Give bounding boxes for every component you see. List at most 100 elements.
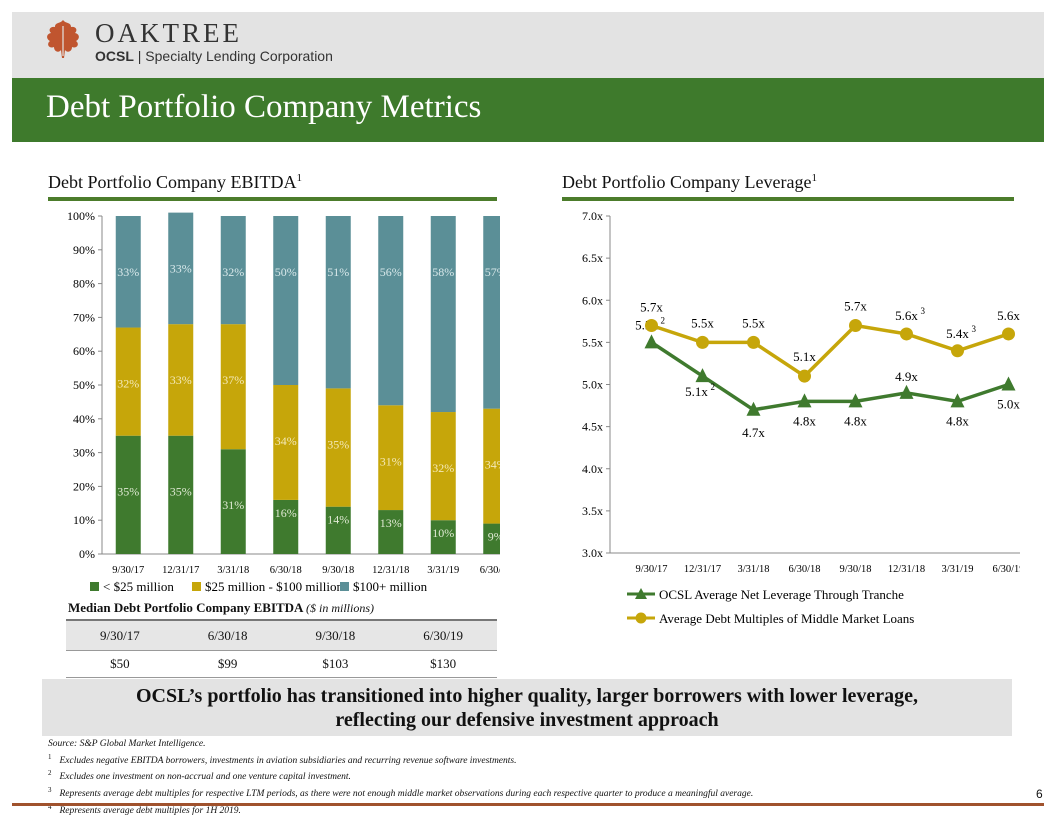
- x-tick-label: 6/30/19: [480, 565, 500, 576]
- x-tick-label: 3/31/18: [737, 564, 769, 575]
- bar-data-label: 57%: [485, 265, 500, 279]
- bar-segment: [483, 523, 500, 554]
- data-point-triangle: [848, 393, 863, 408]
- bar-segment: [273, 385, 299, 500]
- legend-marker: [635, 588, 647, 599]
- header-band: [12, 12, 1044, 78]
- line-data-label: 5.5x: [742, 315, 765, 330]
- data-point-triangle: [950, 393, 965, 408]
- data-point-triangle: [797, 393, 812, 408]
- bar-segment: [115, 327, 141, 436]
- line-data-label: 5.6x: [997, 308, 1020, 323]
- line-data-label: 5.7x: [844, 299, 867, 314]
- line-data-label: 4.8x: [946, 413, 969, 428]
- data-point-circle: [696, 335, 709, 349]
- bar-data-label: 50%: [275, 265, 297, 279]
- leverage-section-rule: [562, 197, 1014, 201]
- bar-segment: [483, 408, 500, 524]
- y-tick-label: 0%: [79, 547, 95, 561]
- label-superscript: 2: [661, 315, 666, 325]
- footnote-item: 2 Excludes one investment on non-accrual …: [48, 767, 753, 784]
- line-data-label: 5.4x: [946, 326, 969, 341]
- legend-label: < $25 million: [103, 579, 174, 594]
- leverage-footnote-ref: 1: [811, 172, 817, 184]
- bar-segment: [325, 388, 351, 507]
- median-value-row: $50 $99 $103 $130: [66, 650, 497, 678]
- bottom-rule: [12, 803, 1044, 806]
- bar-data-label: 35%: [327, 437, 349, 451]
- footnote-number: 4: [48, 802, 52, 811]
- data-point-circle: [798, 369, 811, 383]
- legend-swatch: [340, 582, 349, 591]
- data-point-triangle: [899, 384, 914, 399]
- bar-data-label: 9%: [488, 530, 500, 544]
- data-point-circle: [645, 319, 658, 333]
- y-tick-label: 60%: [73, 344, 95, 358]
- bar-data-label: 33%: [117, 265, 139, 279]
- logo-sub-bold: OCSL: [95, 48, 134, 64]
- footnote-text: Represents average debt multiples for re…: [59, 789, 754, 800]
- label-superscript: 3: [972, 324, 977, 334]
- legend-label: $25 million - $100 million: [205, 579, 343, 594]
- ebitda-section-rule: [48, 197, 497, 201]
- ebitda-title-text: Debt Portfolio Company EBITDA: [48, 172, 297, 192]
- y-tick-label: 6.0x: [582, 293, 603, 307]
- series-line: [650, 323, 1010, 379]
- median-title-note: ($ in millions): [305, 601, 374, 615]
- ebitda-footnote-ref: 1: [296, 172, 302, 184]
- leverage-line-chart: 3.0x 3.5x 4.0x 4.5x 5.0x 5.5x 6.0x 6.5x 7.0x 9/30…: [582, 209, 1020, 626]
- line-data-label: 5.7x: [640, 300, 663, 315]
- bar-segment: [430, 520, 456, 554]
- y-tick-label: 6.5x: [582, 251, 603, 265]
- median-value-cell: $130: [389, 650, 497, 678]
- legend-swatch: [90, 582, 99, 591]
- median-header-cell: 9/30/18: [281, 619, 390, 651]
- logo-subtitle: OCSL | Specialty Lending Corporation: [95, 48, 333, 64]
- x-tick-label: 9/30/18: [839, 564, 871, 575]
- bar-segment: [115, 216, 141, 328]
- bar-data-label: 32%: [117, 377, 139, 391]
- x-tick-label: 12/31/18: [372, 565, 409, 576]
- callout-line-2: reflecting our defensive investment appr…: [335, 709, 719, 731]
- label-superscript: 3: [921, 306, 926, 316]
- x-tick-label: 3/31/19: [941, 564, 973, 575]
- bar-segment: [115, 435, 141, 554]
- y-tick-label: 10%: [73, 513, 95, 527]
- data-point-circle: [900, 327, 913, 341]
- key-takeaway-callout: OCSL’s portfolio has transitioned into h…: [42, 679, 1012, 736]
- title-bar: Debt Portfolio Company Metrics: [12, 78, 1044, 142]
- data-point-triangle: [746, 401, 761, 416]
- data-point-triangle: [695, 368, 710, 383]
- footnote-item: 4 Represents average debt multiples for 1…: [48, 801, 753, 818]
- y-tick-label: 90%: [73, 243, 95, 257]
- bar-segment: [378, 405, 404, 511]
- bar-data-label: 10%: [432, 526, 454, 540]
- data-point-circle: [1002, 327, 1015, 341]
- bar-segment: [168, 324, 194, 436]
- footnote-item: 1 Excludes negative EBITDA borrowers, inv…: [48, 751, 753, 768]
- bar-data-label: 14%: [327, 513, 349, 527]
- y-tick-label: 3.5x: [582, 504, 603, 518]
- x-tick-label: 9/30/18: [322, 565, 354, 576]
- y-tick-label: 7.0x: [582, 209, 603, 223]
- line-data-label: 5.0x: [997, 397, 1020, 412]
- logo-wordmark: OAKTREE: [95, 18, 242, 48]
- x-tick-label: 6/30/18: [788, 564, 820, 575]
- bar-segment: [168, 435, 194, 554]
- y-tick-label: 4.0x: [582, 462, 603, 476]
- ebitda-section-title: Debt Portfolio Company EBITDA1: [48, 172, 302, 193]
- line-data-label: 4.8x: [844, 413, 867, 428]
- median-header-row: 9/30/17 6/30/18 9/30/18 6/30/19: [66, 619, 497, 651]
- legend-label: OCSL Average Net Leverage Through Tranch…: [659, 587, 904, 602]
- footnote-item: 3 Represents average debt multiples for r…: [48, 784, 753, 801]
- oak-leaf-icon: [47, 20, 79, 58]
- bar-segment: [220, 216, 246, 325]
- y-tick-label: 70%: [73, 310, 95, 324]
- page-title: Debt Portfolio Company Metrics: [46, 89, 482, 125]
- bar-data-label: 32%: [432, 461, 454, 475]
- y-tick-label: 3.0x: [582, 546, 603, 560]
- page-number: 6: [1036, 787, 1043, 801]
- median-header-cell: 6/30/19: [389, 619, 497, 651]
- footnote-number: 1: [48, 752, 52, 761]
- ebitda-bar-chart: 0% 10% 20% 30% 40% 50% 60% 70% 80% 90% 100% 35% 32% 3…: [67, 209, 500, 594]
